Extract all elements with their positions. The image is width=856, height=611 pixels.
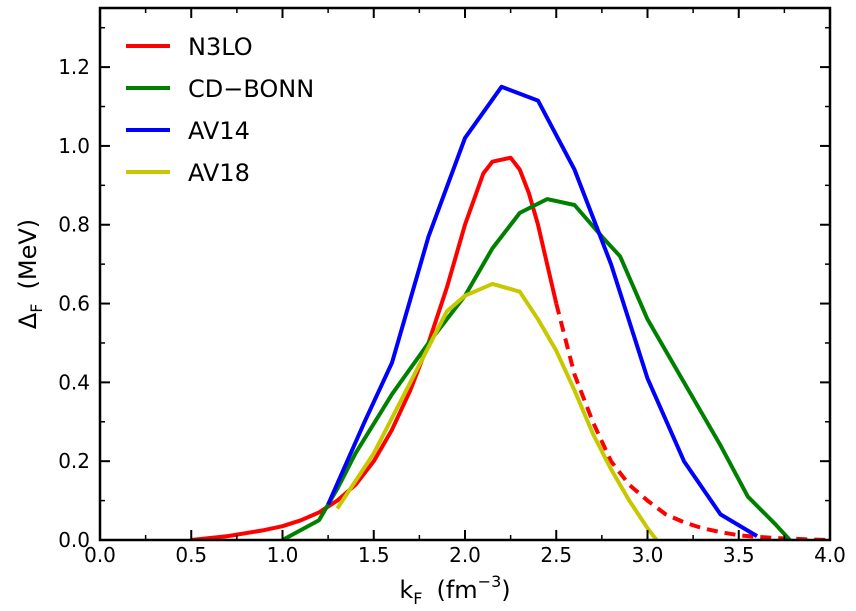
legend-label-cd-bonn: CD−BONN (188, 75, 314, 103)
y-tick-label: 0.2 (58, 449, 90, 473)
x-axis-label-sub: F (413, 589, 422, 608)
series-line-av14 (328, 87, 757, 536)
x-tick-label: 0.5 (175, 543, 207, 567)
legend: N3LO CD−BONN AV14 AV18 (126, 33, 314, 187)
y-tick-label: 1.0 (58, 134, 90, 158)
x-tick-label: 3.5 (723, 543, 755, 567)
series-line-n3lo-dashed (556, 304, 830, 540)
x-tick-label: 2.0 (449, 543, 481, 567)
x-tick-label: 2.5 (540, 543, 572, 567)
x-tick-label: 4.0 (814, 543, 846, 567)
y-tick-label: 0.6 (58, 292, 90, 316)
series-line-cd-bonn (283, 199, 790, 540)
x-tick-label: 1.0 (267, 543, 299, 567)
x-axis-label: kF (fm−3) (399, 572, 510, 608)
x-axis-label-unit-close: ) (501, 576, 510, 604)
series-line-av18 (337, 284, 656, 540)
x-axis-label-unit-open: (fm (436, 576, 477, 604)
legend-label-n3lo: N3LO (188, 33, 253, 61)
y-axis-label-base: Δ (14, 312, 42, 329)
series-line-n3lo (191, 158, 556, 540)
y-tick-label: 0.4 (58, 370, 90, 394)
y-tick-label: 0.8 (58, 213, 90, 237)
x-axis-label-base: k (399, 576, 413, 604)
series-layer (191, 87, 830, 540)
legend-label-av18: AV18 (188, 159, 250, 187)
x-tick-label: 1.5 (358, 543, 390, 567)
legend-label-av14: AV14 (188, 117, 250, 145)
y-tick-label: 1.2 (58, 55, 90, 79)
x-axis-label-unit-sup: −3 (478, 572, 502, 591)
y-tick-label: 0.0 (58, 528, 90, 552)
y-axis-label: ΔF (MeV) (14, 219, 46, 329)
y-axis-label-sub: F (27, 304, 46, 313)
ticks-layer: 0.0 0.5 1.0 1.5 2.0 2.5 3.0 3.5 4.00.00.20.40.60… (58, 8, 846, 567)
x-tick-label: 3.0 (632, 543, 664, 567)
y-axis-label-unit: (MeV) (14, 219, 42, 290)
